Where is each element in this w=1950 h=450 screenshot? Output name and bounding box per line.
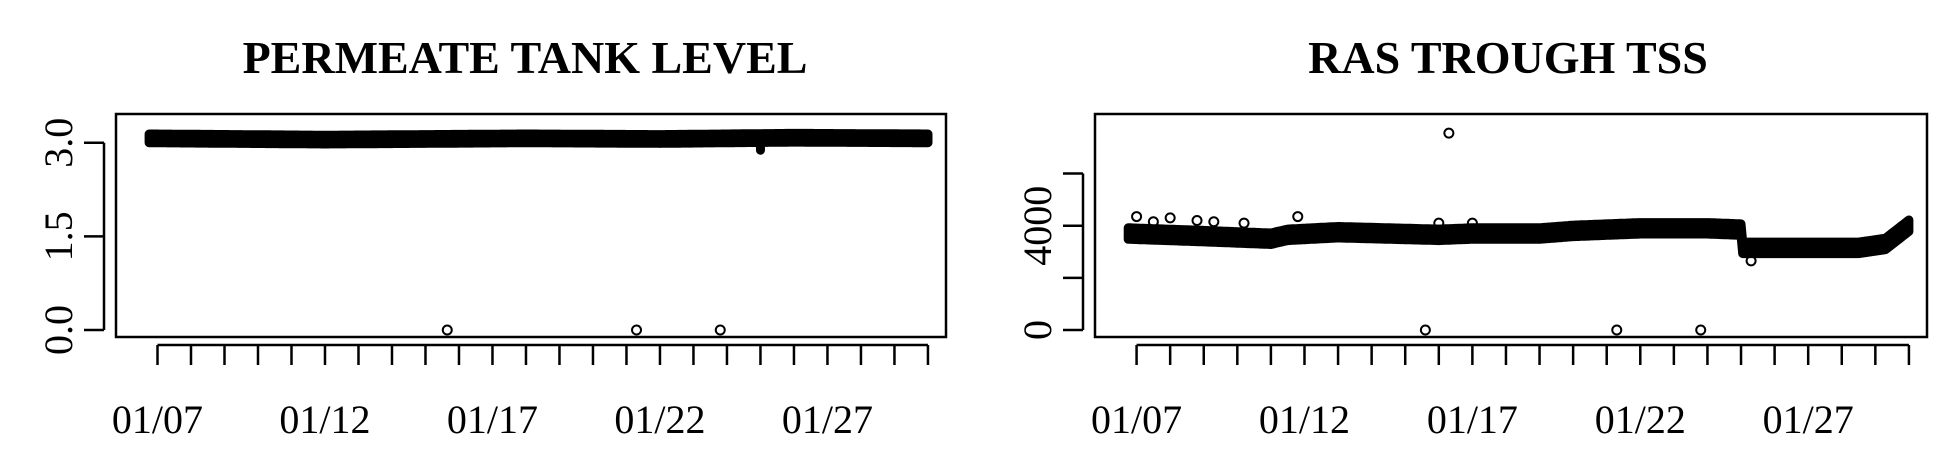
data-point bbox=[1238, 217, 1250, 229]
x-tick-label: 01/22 bbox=[614, 397, 705, 442]
plot-frame bbox=[114, 112, 948, 339]
panel-ras-trough-tss: RAS TROUGH TSS 01/07 01/12 01/17 01/22 01/27… bbox=[1015, 32, 1929, 442]
plot-frame bbox=[1093, 112, 1929, 339]
panel-permeate-tank-level: PERMEATE TANK LEVEL 01/07 01/12 01/17 01/22… bbox=[36, 32, 948, 442]
x-tick-label: 01/17 bbox=[1427, 397, 1518, 442]
data-point bbox=[1419, 324, 1431, 336]
data-point bbox=[631, 324, 643, 336]
data-point bbox=[1292, 211, 1304, 223]
x-tick-label: 01/22 bbox=[1595, 397, 1686, 442]
chart-title: RAS TROUGH TSS bbox=[1308, 32, 1708, 83]
data-point bbox=[1611, 324, 1623, 336]
x-tick-label: 01/12 bbox=[279, 397, 370, 442]
chart-title: PERMEATE TANK LEVEL bbox=[243, 32, 808, 83]
y-tick-label: 3.0 bbox=[36, 118, 81, 168]
data-point bbox=[1443, 127, 1455, 139]
y-tick-label: 1.5 bbox=[36, 211, 81, 261]
data-point bbox=[1208, 216, 1220, 228]
x-tick-label: 01/27 bbox=[1763, 397, 1854, 442]
data-point bbox=[1164, 212, 1176, 224]
data-point bbox=[1695, 324, 1707, 336]
y-tick-label: 4000 bbox=[1015, 186, 1060, 266]
data-point bbox=[1131, 211, 1143, 223]
x-tick-label: 01/17 bbox=[447, 397, 538, 442]
data-point bbox=[1745, 255, 1757, 267]
x-tick-label: 01/12 bbox=[1259, 397, 1350, 442]
data-band bbox=[144, 128, 933, 149]
data-point bbox=[1147, 216, 1159, 228]
x-tick-label: 01/07 bbox=[112, 397, 203, 442]
y-tick-label: 0.0 bbox=[36, 305, 81, 355]
x-tick-label: 01/07 bbox=[1091, 397, 1182, 442]
data-point bbox=[714, 324, 726, 336]
data-point bbox=[1191, 214, 1203, 226]
y-tick-label: 0 bbox=[1015, 320, 1060, 340]
x-tick-label: 01/27 bbox=[782, 397, 873, 442]
data-point bbox=[1433, 217, 1445, 229]
data-band bbox=[1123, 215, 1914, 259]
data-point bbox=[441, 324, 453, 336]
data-point bbox=[1466, 217, 1478, 229]
